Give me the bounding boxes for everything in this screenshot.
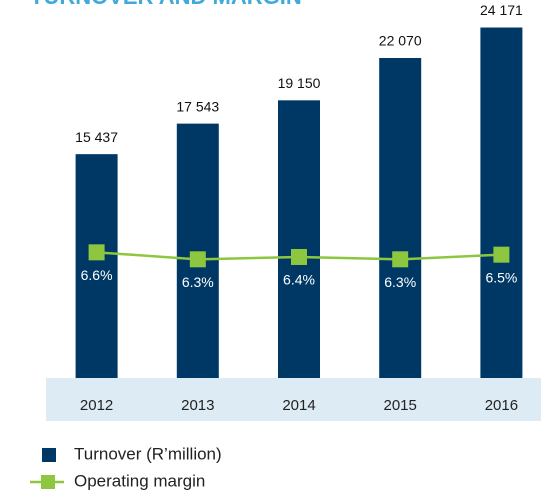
bar-value-label: 24 171 (480, 2, 523, 18)
legend-label: Turnover (R’million) (74, 444, 222, 463)
bar-value-label: 15 437 (75, 129, 118, 145)
axis-band (46, 378, 541, 421)
x-tick-label: 2015 (384, 397, 417, 414)
x-tick-label: 2016 (485, 397, 518, 414)
line-marker (493, 246, 510, 263)
line-value-label: 6.6% (81, 267, 113, 283)
line-marker (291, 248, 307, 265)
bar-value-label: 19 150 (278, 75, 321, 91)
legend-swatch (42, 448, 56, 462)
bar (480, 27, 523, 378)
bar-value-label: 22 070 (379, 33, 422, 49)
line-value-label: 6.3% (182, 274, 214, 290)
legend-marker (41, 475, 55, 489)
line-value-label: 6.4% (283, 272, 315, 288)
line-marker (189, 251, 206, 268)
line-marker (392, 251, 409, 268)
bar (278, 100, 320, 378)
x-tick-label: 2013 (181, 397, 214, 414)
x-tick-label: 2014 (282, 397, 315, 414)
line-value-label: 6.5% (485, 269, 517, 285)
bar (176, 123, 219, 379)
bar-value-label: 17 543 (176, 98, 219, 114)
x-tick-label: 2012 (80, 397, 113, 414)
line-marker (88, 244, 105, 261)
legend-label: Operating margin (74, 471, 205, 490)
bar (75, 154, 118, 378)
line-value-label: 6.3% (384, 274, 416, 290)
bar (379, 57, 422, 379)
chart-title: TURNOVER AND MARGIN (30, 0, 302, 9)
